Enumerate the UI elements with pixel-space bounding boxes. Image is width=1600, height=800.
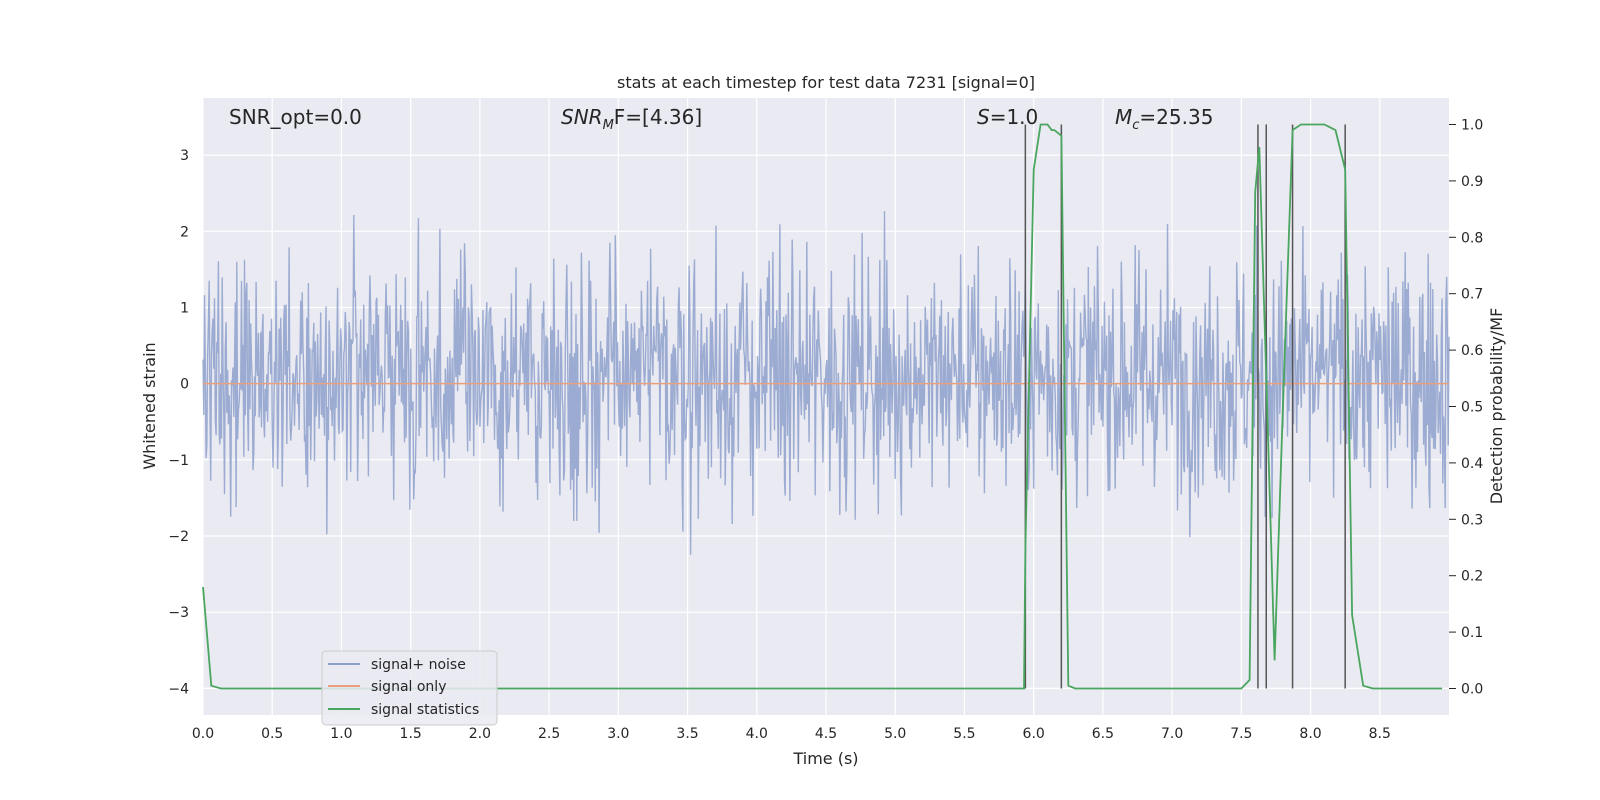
x-axis-label: Time (s) bbox=[792, 749, 858, 768]
annotation-mc-main: M bbox=[1115, 105, 1132, 129]
y2-tick-label: 0.9 bbox=[1461, 174, 1483, 190]
x-tick-label: 0.0 bbox=[192, 726, 214, 742]
y2-tick-label: 1.0 bbox=[1461, 118, 1483, 134]
y2-tick-label: 0.4 bbox=[1461, 456, 1483, 472]
y-tick-label: −3 bbox=[168, 605, 189, 621]
y-tick-label: −2 bbox=[168, 529, 189, 545]
y2-tick-label: 0.1 bbox=[1461, 625, 1483, 641]
annotation-s-main: S bbox=[977, 105, 990, 129]
legend-box bbox=[321, 650, 498, 726]
y2-tick-label: 0.6 bbox=[1461, 343, 1483, 359]
y2-tick-label: 0.5 bbox=[1461, 400, 1483, 416]
y-tick-label: 1 bbox=[180, 300, 189, 316]
y-axis-label: Whitened strain bbox=[140, 342, 159, 469]
vertical-markers bbox=[1024, 124, 1346, 689]
y2-tick-label: 0.8 bbox=[1461, 230, 1483, 246]
chart-title: stats at each timestep for test data 723… bbox=[617, 73, 1035, 92]
x-tick-label: 4.0 bbox=[746, 726, 768, 742]
x-ticks: 0.0 0.5 1.0 1.5 2.0 2.5 3.0 3.5 4.0 4.5 5.0 5.5 6.0 6… bbox=[192, 726, 1391, 742]
x-tick-label: 1.0 bbox=[330, 726, 352, 742]
legend-label-signal-noise: signal+ noise bbox=[371, 657, 466, 673]
x-tick-label: 2.0 bbox=[469, 726, 491, 742]
signal-statistics-line bbox=[202, 123, 1443, 690]
y-tick-label: −1 bbox=[168, 453, 189, 469]
annotation-snr-mf-rest: F=[4.36] bbox=[614, 105, 702, 129]
y2-tick-label: 0.2 bbox=[1461, 569, 1483, 585]
y-tick-label: 3 bbox=[180, 148, 189, 164]
annotation-s-rest: =1.0 bbox=[990, 105, 1039, 129]
x-tick-label: 6.5 bbox=[1092, 726, 1114, 742]
x-tick-label: 3.0 bbox=[607, 726, 629, 742]
annotation-mc-sub: c bbox=[1132, 118, 1139, 133]
x-tick-label: 7.0 bbox=[1161, 726, 1183, 742]
x-tick-label: 1.5 bbox=[400, 726, 422, 742]
x-tick-label: 0.5 bbox=[261, 726, 283, 742]
y-tick-label: −4 bbox=[168, 681, 189, 697]
annotation-snr-opt: SNR_opt=0.0 bbox=[229, 105, 362, 129]
annotation-mc-rest: =25.35 bbox=[1139, 105, 1213, 129]
signal-noise-line bbox=[202, 211, 1450, 555]
x-tick-label: 7.5 bbox=[1230, 726, 1252, 742]
y-tick-label: 2 bbox=[180, 224, 189, 240]
y2-ticks: 1.0 0.9 0.8 0.7 0.6 0.5 0.4 0.3 0.2 0.1 0.0 bbox=[1449, 118, 1483, 697]
y2-axis-label: Detection probability/MF bbox=[1487, 308, 1506, 505]
x-tick-label: 5.0 bbox=[884, 726, 906, 742]
x-tick-label: 8.0 bbox=[1299, 726, 1321, 742]
y2-tick-label: 0.3 bbox=[1461, 512, 1483, 528]
annotation-snr-mf: SNRMF=[4.36] bbox=[561, 105, 702, 133]
y-tick-label: 0 bbox=[180, 377, 189, 393]
annotation-mc: Mc=25.35 bbox=[1115, 105, 1213, 133]
x-tick-label: 8.5 bbox=[1369, 726, 1391, 742]
legend-label-signal-statistics: signal statistics bbox=[371, 702, 479, 718]
annotation-snr-mf-main: SNR bbox=[561, 105, 603, 129]
signal-statistics-series bbox=[202, 123, 1443, 690]
annotation-s: S=1.0 bbox=[977, 105, 1038, 129]
x-tick-label: 4.5 bbox=[815, 726, 837, 742]
x-tick-label: 2.5 bbox=[538, 726, 560, 742]
annotation-snr-mf-sub: M bbox=[603, 118, 614, 133]
x-tick-label: 6.0 bbox=[1023, 726, 1045, 742]
x-tick-label: 3.5 bbox=[676, 726, 698, 742]
signal-noise-series bbox=[202, 211, 1450, 555]
y2-tick-label: 0.7 bbox=[1461, 287, 1483, 303]
x-tick-label: 5.5 bbox=[953, 726, 975, 742]
y2-tick-label: 0.0 bbox=[1461, 681, 1483, 697]
y-ticks: 3 2 1 0 −1 −2 −3 −4 bbox=[168, 148, 189, 697]
legend-label-signal-only: signal only bbox=[371, 679, 446, 695]
legend: signal+ noise signal only signal statist… bbox=[321, 650, 498, 726]
